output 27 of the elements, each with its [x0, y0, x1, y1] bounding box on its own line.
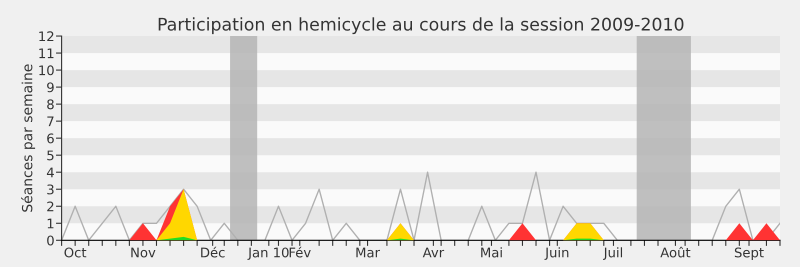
y-tick-label: 5: [47, 150, 54, 160]
y-tick-label: 0: [47, 236, 54, 246]
y-tick-label: 8: [47, 99, 54, 110]
x-tick-label: Nov: [131, 248, 156, 258]
x-tick-label: Mar: [356, 248, 380, 258]
x-tick-label: Oct: [64, 247, 86, 258]
x-tick-label: Jan 10: [247, 247, 289, 260]
x-tick-label: Fév: [290, 246, 311, 258]
y-tick-label: 11: [39, 48, 54, 58]
x-tick-label: Juin: [544, 247, 568, 260]
y-tick-label: 3: [47, 184, 54, 194]
x-tick-label: Août: [660, 246, 690, 258]
x-tick-label: Avr: [422, 248, 444, 258]
y-axis-title: Séances par semaine: [21, 64, 36, 212]
y-tick-label: 7: [47, 116, 54, 126]
x-tick-label: Déc: [201, 246, 225, 258]
y-tick-label: 4: [46, 168, 54, 178]
y-tick-label: 12: [39, 31, 54, 42]
x-tick-label: Mai: [481, 247, 502, 258]
y-tick-label: 9: [47, 82, 54, 92]
chart-title: Participation en hemicycle au cours de la session 2009-2010: [158, 17, 684, 34]
y-tick-label: 2: [47, 201, 54, 212]
y-tick-label: 1: [48, 218, 54, 228]
x-tick-label: Juil: [602, 247, 622, 260]
y-tick-label: 10: [39, 65, 54, 76]
x-tick-label: Sept: [734, 247, 764, 260]
y-tick-label: 6: [47, 133, 54, 144]
